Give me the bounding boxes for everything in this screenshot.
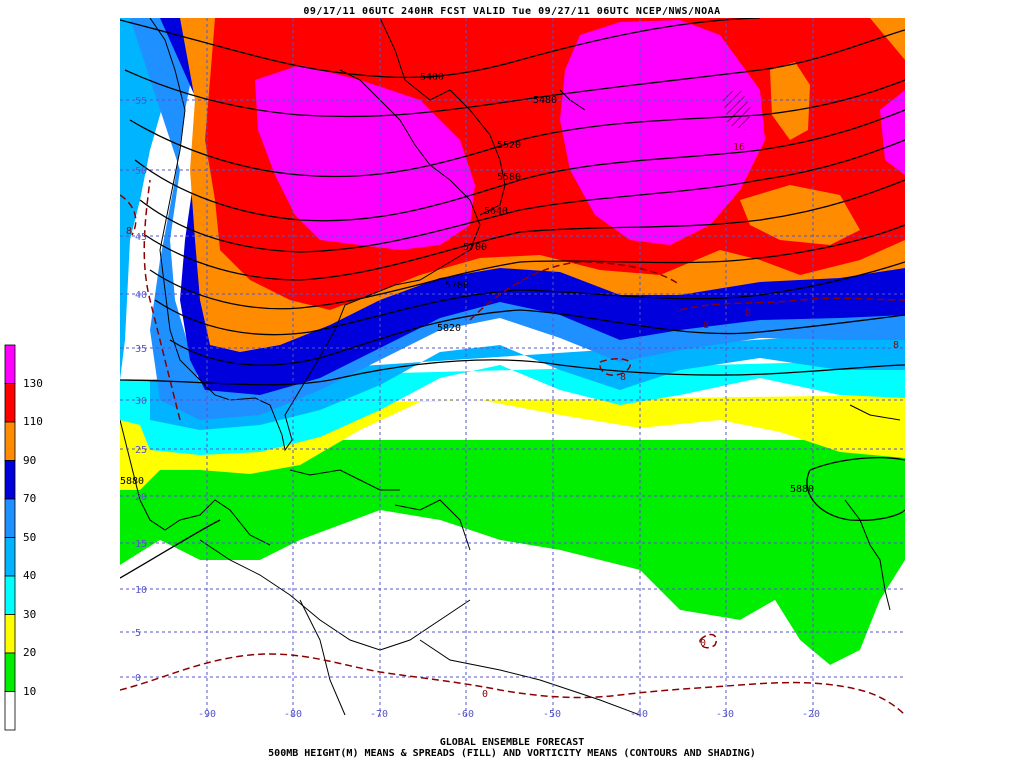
longitude-label: -90 [198,709,216,720]
latitude-label: 35 [135,344,147,355]
legend-label: 10 [23,684,37,698]
legend-label: 70 [23,492,37,505]
longitude-label: -20 [802,709,820,720]
latitude-label: 45 [135,232,147,243]
longitude-label: -60 [456,709,474,720]
height-contour-label: 5880 [120,476,144,487]
longitude-label: -70 [370,709,388,720]
vorticity-label: 0 [482,689,488,700]
height-contour-label: 5520 [497,140,521,151]
legend-swatch [4,383,16,423]
legend-swatch [4,652,16,692]
legend-swatch [4,421,16,461]
legend-label: 110 [23,415,43,428]
height-contour-labels: 5400 5480 5520 5580 5640 5700 5780 5820 5880 5880 [120,72,814,495]
latitude-label: 5 [135,628,141,639]
latitude-label: 20 [135,492,147,503]
longitude-label: -40 [630,709,648,720]
axis-labels: -90 -80 -70 -60 -50 -40 -30 -205550454035302520… [135,96,820,720]
latitude-label: 40 [135,290,147,301]
map-fill [120,18,905,720]
latitude-label: 15 [135,539,147,550]
latitude-label: 10 [135,585,147,596]
height-contour-label: 5880 [790,484,814,495]
legend-label: 30 [23,607,37,621]
legend-label: 50 [23,530,37,544]
vorticity-label: 8 [703,320,709,331]
legend-swatch [4,575,16,615]
height-contour-label: 5400 [420,72,444,83]
vorticity-label: 8 [620,372,626,383]
latitude-label: 0 [135,673,141,684]
height-contours [120,18,905,579]
longitude-label: -30 [716,709,734,720]
legend-swatch [4,460,16,500]
legend-swatch [4,691,16,731]
vorticity-labels: 8 8 8 8 8 16 0 0 [126,142,899,700]
map-title: 09/17/11 06UTC 240HR FCST VALID Tue 09/2… [303,6,721,17]
height-contour-label: 5480 [533,95,557,106]
footer-line-1: GLOBAL ENSEMBLE FORECAST [439,737,585,748]
vorticity-label: 8 [126,226,132,237]
vorticity-label: 16 [733,142,745,153]
footer-line-2: 500MB HEIGHT(M) MEANS & SPREADS (FILL) A… [268,748,756,759]
height-contour-label: 5700 [463,242,487,253]
height-contour-label: 5580 [497,172,521,183]
legend-swatch [4,614,16,654]
legend-swatch [4,344,16,384]
vorticity-label: 8 [893,340,899,351]
height-contour-label: 5820 [437,323,461,334]
latitude-label: 25 [135,445,147,456]
latitude-label: 55 [135,96,147,107]
vorticity-contours [120,179,905,716]
graticule [120,18,905,720]
latitude-label: 50 [135,166,147,177]
legend-label: 90 [23,453,37,467]
longitude-label: -50 [543,709,561,720]
longitude-label: -80 [284,709,302,720]
legend-label: 40 [23,569,37,582]
height-contour-label: 5640 [484,206,508,217]
legend-label: 130 [23,376,43,390]
color-legend [4,344,16,731]
height-contour-label: 5780 [445,280,469,291]
legend-swatch [4,537,16,577]
vorticity-label: 8 [745,308,751,319]
legend-swatch [4,498,16,538]
legend-label: 20 [23,646,37,659]
vorticity-label: 0 [700,638,706,649]
latitude-label: 30 [135,396,147,407]
